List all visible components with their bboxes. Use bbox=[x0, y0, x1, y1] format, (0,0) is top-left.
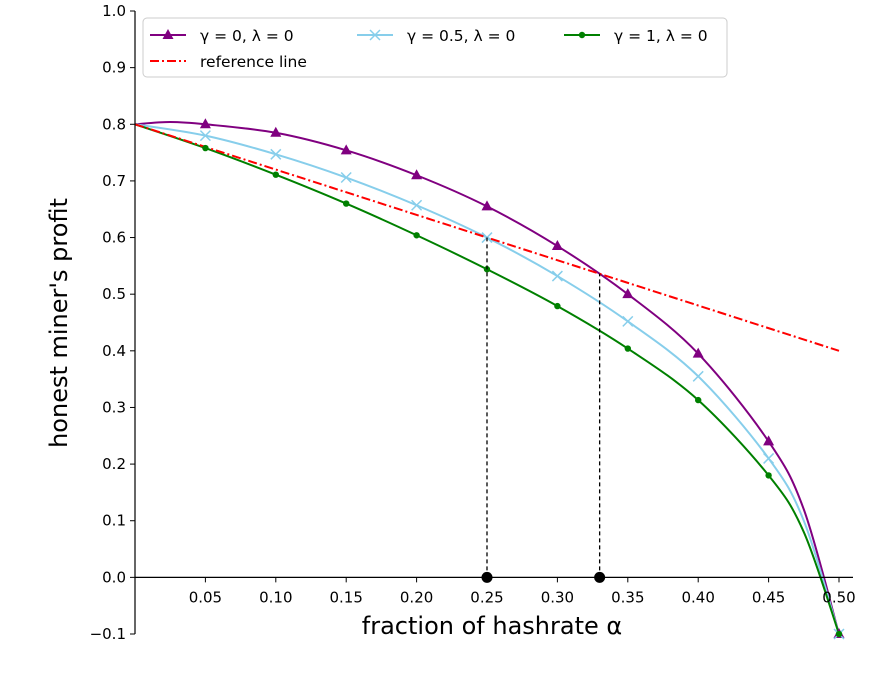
reference-markers bbox=[481, 237, 606, 583]
y-tick-label: 0.1 bbox=[102, 512, 126, 530]
series-0-point bbox=[270, 126, 282, 137]
y-tick-label: 0.8 bbox=[102, 115, 126, 133]
series-1-point bbox=[763, 452, 775, 464]
x-tick-label: 0.15 bbox=[329, 588, 362, 606]
series-2-point bbox=[695, 396, 702, 404]
x-tick-label: 0.05 bbox=[189, 588, 222, 606]
x-tick-label: 0.45 bbox=[752, 588, 785, 606]
y-tick-label: 0.9 bbox=[102, 59, 126, 77]
axis-ticks: 0.05 0.10 0.15 0.20 0.25 0.30 0.35 0.40 0.45 0.50… bbox=[90, 2, 856, 643]
series-2-point bbox=[765, 472, 772, 479]
x-tick-label: 0.40 bbox=[681, 588, 714, 606]
series-2-point bbox=[343, 200, 350, 207]
legend-marker bbox=[578, 31, 586, 39]
series-1-point bbox=[692, 370, 704, 382]
series-1-point bbox=[340, 171, 352, 184]
series-0-point bbox=[411, 169, 423, 180]
series-0-point bbox=[622, 288, 634, 299]
x-tick-label: 0.10 bbox=[259, 588, 292, 606]
legend-marker bbox=[369, 29, 381, 41]
y-tick-label: 0.2 bbox=[102, 455, 126, 473]
series-2-point bbox=[624, 345, 631, 352]
x-tick-label: 0.30 bbox=[541, 588, 574, 606]
legend-marker bbox=[162, 29, 174, 39]
series-0-point bbox=[340, 144, 352, 155]
y-tick-label: 0.0 bbox=[102, 568, 126, 586]
y-axis-label: honest miner's profit bbox=[45, 198, 73, 448]
y-tick-label: 0.6 bbox=[102, 229, 126, 247]
legend: γ = 0, λ = 0 γ = 0.5, λ = 0 γ = 1, λ = 0 re… bbox=[142, 17, 728, 78]
legend-label: γ = 0, λ = 0 bbox=[200, 27, 294, 45]
x-tick-label: 0.25 bbox=[470, 588, 503, 606]
y-tick-label: 0.7 bbox=[102, 172, 126, 190]
legend-label: reference line bbox=[200, 53, 307, 71]
x-axis-label: fraction of hashrate α bbox=[362, 612, 622, 640]
series-0-point bbox=[199, 118, 211, 129]
series-1-point bbox=[411, 199, 423, 211]
series-2-point bbox=[413, 232, 420, 239]
legend-label: γ = 0.5, λ = 0 bbox=[407, 27, 515, 45]
series-1-point bbox=[622, 315, 634, 327]
y-tick-label: 0.5 bbox=[102, 285, 126, 303]
y-tick-label: 0.4 bbox=[102, 342, 126, 360]
y-tick-label: −0.1 bbox=[90, 625, 126, 643]
legend-label: γ = 1, λ = 0 bbox=[614, 27, 708, 45]
axes bbox=[134, 11, 853, 634]
plot-markers bbox=[199, 118, 845, 640]
series-1-point bbox=[551, 270, 563, 282]
series-2-point bbox=[554, 302, 561, 310]
x-tick-label: 0.20 bbox=[400, 588, 433, 606]
series-1-point bbox=[199, 130, 211, 142]
series-0-point bbox=[763, 435, 775, 446]
series-0-point bbox=[692, 347, 704, 358]
x-tick-label: 0.50 bbox=[822, 588, 855, 606]
series-1-point bbox=[481, 232, 493, 244]
series-1-point bbox=[270, 148, 282, 160]
series-line-0 bbox=[134, 121, 840, 635]
x-tick-label: 0.35 bbox=[611, 588, 644, 606]
y-tick-label: 1.0 bbox=[102, 2, 126, 20]
series-2-point bbox=[272, 171, 279, 178]
series-2-point bbox=[202, 144, 209, 152]
series-0-point bbox=[551, 240, 563, 251]
series-0-point bbox=[481, 200, 493, 211]
y-tick-label: 0.3 bbox=[102, 398, 126, 416]
series-2-point bbox=[835, 630, 843, 638]
